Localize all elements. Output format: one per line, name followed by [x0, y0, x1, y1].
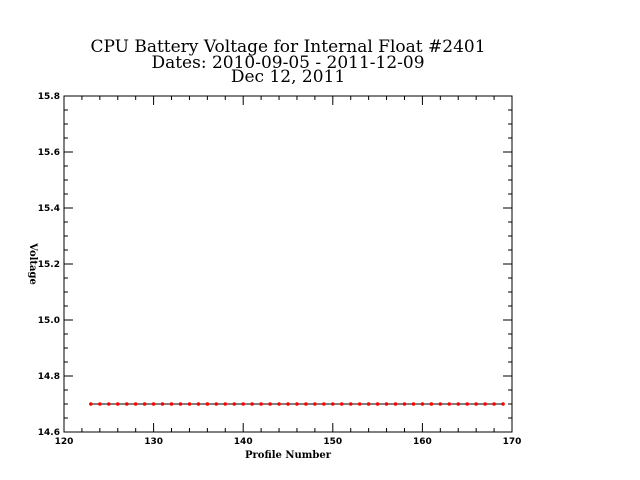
data-point: [483, 402, 487, 406]
data-point: [187, 402, 192, 406]
data-point: [322, 402, 326, 406]
data-point: [438, 402, 443, 406]
data-point: [142, 402, 147, 406]
data-point: [196, 402, 201, 406]
y-tick-label: 15.8: [38, 92, 60, 102]
data-point: [268, 402, 272, 406]
x-axis-tick-labels: 120 130 140 150 160 170: [55, 437, 522, 447]
y-tick-label: 14.8: [38, 372, 60, 382]
data-point: [169, 402, 174, 406]
data-point: [357, 402, 362, 406]
data-point: [402, 402, 407, 406]
chart-title-line-2: Dates: 2010-09-05 - 2011-12-09: [151, 53, 424, 73]
data-point: [313, 402, 317, 406]
data-point: [501, 402, 505, 406]
series-voltage: [89, 402, 505, 406]
y-axis-tick-labels: 14.6 14.8 15.0 15.2 15.4 15.6 15.8: [38, 92, 60, 438]
y-tick-label: 15.2: [38, 260, 60, 270]
chart-title-line-1: CPU Battery Voltage for Internal Float #…: [90, 37, 485, 57]
data-point: [429, 402, 434, 406]
data-point: [474, 402, 478, 406]
data-point: [178, 402, 183, 406]
data-point: [89, 402, 93, 406]
data-point: [339, 402, 344, 406]
data-point: [277, 402, 281, 406]
data-point: [205, 402, 210, 406]
x-tick-label: 140: [234, 437, 253, 447]
data-point: [420, 402, 425, 406]
data-point: [331, 402, 335, 406]
data-point: [223, 402, 228, 406]
y-tick-label: 15.4: [38, 204, 60, 214]
data-point: [375, 402, 380, 406]
data-point: [447, 402, 452, 406]
data-point: [259, 402, 263, 406]
x-tick-label: 150: [323, 437, 342, 447]
data-point: [98, 402, 102, 406]
data-point: [492, 402, 496, 406]
data-point: [286, 402, 290, 406]
data-point: [124, 402, 129, 406]
data-point: [366, 402, 371, 406]
data-point: [214, 402, 219, 406]
data-point: [107, 402, 111, 406]
x-axis-label: Profile Number: [245, 450, 332, 461]
chart-title-line-3: Dec 12, 2011: [231, 67, 345, 87]
data-point: [304, 402, 308, 406]
x-tick-label: 130: [144, 437, 163, 447]
x-tick-label: 170: [503, 437, 522, 447]
data-point: [348, 402, 353, 406]
y-axis-ticks: [64, 95, 512, 433]
data-point: [393, 402, 398, 406]
data-point: [115, 402, 120, 406]
plot-frame: [63, 95, 513, 433]
data-point: [151, 402, 156, 406]
data-point: [465, 402, 470, 406]
x-tick-label: 120: [55, 437, 74, 447]
y-tick-label: 14.6: [38, 428, 60, 438]
x-tick-label: 160: [413, 437, 432, 447]
y-axis-label: Voltage: [27, 242, 38, 285]
data-point: [250, 402, 254, 406]
data-point: [295, 402, 299, 406]
data-point: [160, 402, 165, 406]
data-point: [241, 402, 245, 406]
y-tick-label: 15.0: [38, 316, 60, 326]
y-tick-label: 15.6: [38, 148, 60, 158]
data-point: [384, 402, 389, 406]
data-point: [232, 402, 237, 406]
data-point: [456, 402, 461, 406]
x-axis-ticks: [63, 96, 513, 432]
data-point: [133, 402, 138, 406]
data-point: [411, 402, 416, 406]
